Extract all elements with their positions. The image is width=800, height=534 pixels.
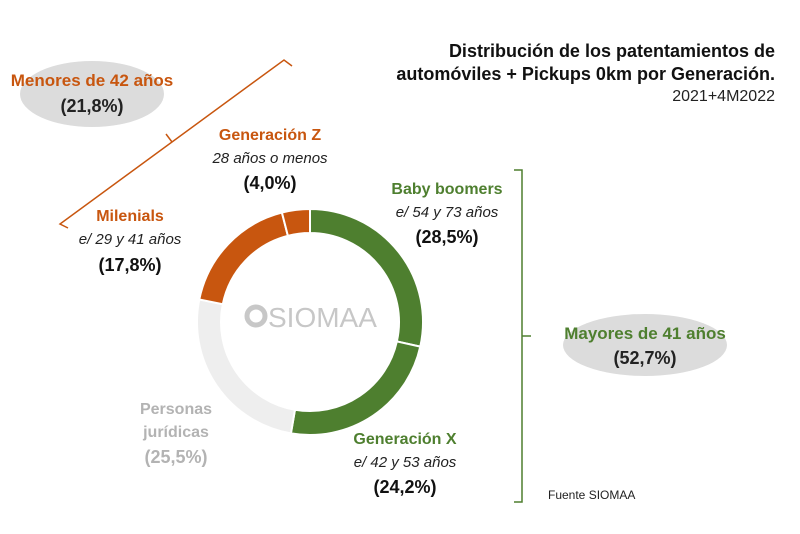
donut-slice-milenials: [198, 211, 290, 306]
slice-name-personas-line2: jurídicas: [143, 424, 209, 441]
slice-value-boomers: (28,5%): [415, 227, 479, 247]
group-oval-menores: [20, 61, 164, 127]
slice-value-personas: (25,5%): [144, 447, 208, 467]
donut-slice-generaci-n-x: [289, 340, 422, 436]
slice-value-genz: (4,0%): [243, 173, 297, 193]
slice-value-milenials: (17,8%): [98, 255, 162, 275]
slice-range-boomers: e/ 54 y 73 años: [395, 204, 499, 221]
slice-range-genx: e/ 42 y 53 años: [353, 454, 457, 471]
chart-title: Distribución de los patentamientos de au…: [396, 41, 775, 84]
slice-range-genz: 28 años o menos: [212, 150, 328, 167]
slice-range-milenials: e/ 29 y 41 años: [78, 231, 182, 248]
slice-name-milenials: Milenials: [96, 208, 164, 225]
slice-name-genz: Generación Z: [218, 127, 322, 144]
group-oval-mayores: [563, 314, 727, 376]
slice-value-genx: (24,2%): [373, 477, 437, 497]
bracket-mayores: [514, 169, 523, 503]
source-note: Fuente SIOMAA: [548, 488, 636, 502]
chart-subtitle: 2021+4M2022: [672, 88, 775, 105]
group-value-menores: (21,8%): [60, 96, 124, 116]
svg-text:SIOMAA: SIOMAA: [268, 302, 377, 333]
slice-name-boomers: Baby boomers: [391, 181, 503, 198]
group-value-mayores: (52,7%): [613, 348, 677, 368]
bracket-menores-tick: [165, 133, 173, 143]
slice-name-genx: Generación X: [353, 431, 457, 448]
group-name-mayores: Mayores de 41 años: [564, 324, 726, 343]
siomaa-watermark: SIOMAA: [244, 302, 377, 333]
donut-slice-generaci-n-z: [280, 207, 311, 238]
slice-name-personas-line1: Personas: [139, 401, 213, 418]
donut-chart: [196, 207, 424, 436]
group-name-menores: Menores de 42 años: [10, 71, 174, 90]
